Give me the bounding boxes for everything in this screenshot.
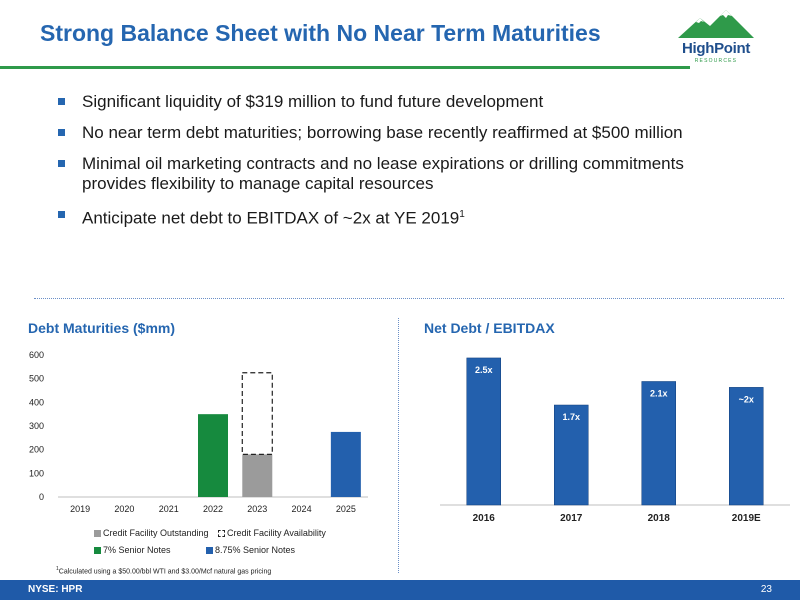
bar-credit-availability — [241, 372, 273, 456]
bullet-list: Significant liquidity of $319 million to… — [56, 92, 746, 240]
y-tick-label: 300 — [29, 421, 44, 431]
footer-bar: NYSE: HPR 23 — [0, 580, 800, 600]
page-number: 23 — [760, 584, 772, 595]
x-tick-label: 2023 — [247, 504, 267, 514]
bullet-item: Minimal oil marketing contracts and no l… — [56, 154, 746, 194]
legend-swatch — [94, 530, 101, 537]
y-tick-label: 600 — [29, 350, 44, 360]
legend-item: 8.75% Senior Notes — [206, 545, 295, 555]
mountain-logo-icon — [678, 10, 754, 38]
page-title: Strong Balance Sheet with No Near Term M… — [40, 20, 601, 46]
chart-divider — [398, 318, 399, 573]
x-tick-label: 2018 — [648, 513, 671, 524]
logo-subtitle: RESOURCES — [694, 58, 738, 64]
legend-swatch — [206, 547, 213, 554]
y-tick-label: 400 — [29, 397, 44, 407]
data-label: 2.5x — [475, 365, 493, 375]
legend-item: Credit Facility Availability — [218, 528, 326, 538]
legend-swatch — [218, 530, 225, 537]
footnote-mark: 1 — [459, 209, 465, 220]
x-tick-label: 2019E — [732, 513, 761, 524]
y-tick-label: 0 — [39, 492, 44, 502]
data-label: 2.1x — [650, 388, 668, 398]
bar — [641, 381, 676, 506]
x-tick-label: 2024 — [292, 504, 312, 514]
x-tick-label: 2021 — [159, 504, 179, 514]
net-debt-ebitdax-chart: 2.5x 2016 1.7x 2017 2.1x 2018 ~2x 2019E — [440, 357, 790, 524]
x-tick-label: 2017 — [560, 513, 583, 524]
x-tick-label: 2016 — [473, 513, 496, 524]
legend-item: Credit Facility Outstanding — [94, 528, 209, 538]
debt-maturities-title: Debt Maturities ($mm) — [28, 320, 176, 336]
data-label: 1.7x — [562, 412, 580, 422]
bar — [729, 387, 764, 506]
debt-maturities-chart: 0 100 200 300 400 500 600 2019 2020 2021 2022 2023 2… — [29, 350, 368, 514]
y-tick-label: 500 — [29, 374, 44, 384]
ebitdax-title: Net Debt / EBITDAX — [424, 320, 555, 336]
x-tick-label: 2025 — [336, 504, 356, 514]
y-tick-label: 200 — [29, 445, 44, 455]
bar — [554, 404, 589, 506]
x-tick-label: 2022 — [203, 504, 223, 514]
bar — [330, 431, 361, 497]
bullet-item: No near term debt maturities; borrowing … — [56, 123, 746, 143]
x-tick-label: 2019 — [70, 504, 90, 514]
company-logo: HighPoint RESOURCES — [670, 6, 762, 66]
data-label: ~2x — [739, 394, 754, 404]
ticker-label: NYSE: HPR — [28, 584, 83, 595]
bullet-item: Anticipate net debt to EBITDAX of ~2x at… — [56, 205, 746, 229]
bar — [242, 454, 273, 497]
title-divider — [0, 66, 690, 69]
bar — [198, 414, 228, 497]
logo-name: HighPoint — [681, 40, 751, 57]
footnote: 1Calculated using a $50.00/bbl WTI and $… — [56, 566, 272, 576]
legend-swatch — [94, 547, 101, 554]
bar — [466, 357, 501, 506]
x-tick-label: 2020 — [114, 504, 134, 514]
legend-item: 7% Senior Notes — [94, 545, 171, 555]
y-tick-label: 100 — [29, 468, 44, 478]
section-divider — [34, 298, 784, 299]
bullet-item: Significant liquidity of $319 million to… — [56, 92, 746, 112]
